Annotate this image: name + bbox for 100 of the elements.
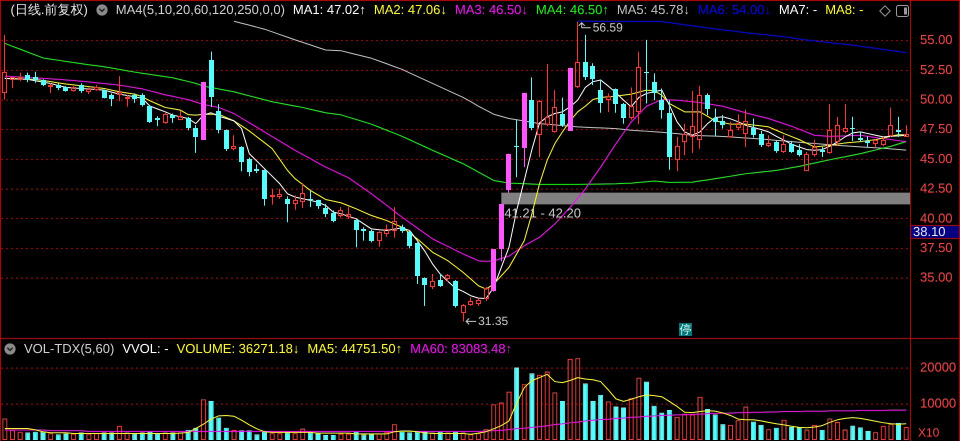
candlestick (613, 88, 618, 114)
candlestick (224, 129, 229, 152)
bar (659, 412, 664, 440)
y-tick-label: 20000 (920, 359, 956, 374)
candlestick (759, 130, 764, 148)
y-axis-title: X10 (918, 425, 940, 440)
candlestick (636, 51, 641, 125)
candlestick (285, 196, 290, 223)
candlestick (346, 206, 351, 220)
bar (644, 382, 649, 440)
candlestick (461, 304, 466, 322)
candlestick (79, 82, 84, 94)
bar (652, 406, 657, 440)
legend-title: MA4(5,10,20,60,120,250,0,0) (116, 2, 285, 17)
candlestick (575, 21, 580, 89)
candlestick (438, 274, 443, 288)
text: MA60: 83083.48↑ (410, 341, 512, 356)
annotation: 56.59 (592, 20, 624, 35)
candlestick (484, 286, 489, 302)
text: MA2: 47.06↓ (374, 2, 447, 17)
candlestick (25, 72, 30, 83)
y-tick-label: 55.00 (920, 32, 953, 48)
candlestick (690, 90, 695, 154)
candlestick (583, 34, 588, 81)
candlestick (743, 108, 748, 148)
candlestick (705, 92, 710, 116)
candlestick (736, 114, 741, 131)
candlestick (361, 226, 366, 242)
candlestick (445, 274, 450, 282)
annotation: VOLUME: 36271.18↓ (176, 341, 300, 356)
candlestick (48, 82, 53, 94)
candlestick (774, 140, 779, 154)
bar (896, 423, 902, 440)
candlestick (850, 116, 855, 142)
annotation: MA8: - (825, 2, 864, 17)
candlestick (598, 80, 603, 114)
candlestick (476, 298, 481, 306)
bar (621, 408, 626, 440)
candlestick (781, 134, 786, 154)
candlestick (109, 92, 114, 107)
candlestick (629, 87, 634, 120)
candlestick (86, 87, 91, 95)
bar (514, 367, 520, 440)
candlestick (835, 116, 840, 146)
candlestick (881, 136, 886, 147)
candlestick (537, 99, 542, 158)
candlestick (812, 139, 817, 157)
y-tick-label: 37.50 (920, 240, 953, 255)
bar (666, 410, 672, 440)
bar (796, 427, 802, 440)
candlestick (873, 140, 878, 148)
candlestick (789, 140, 794, 154)
candlestick (545, 63, 550, 127)
candlestick (170, 113, 175, 124)
series-label: MA6: 54.00↓ (698, 2, 771, 17)
candlestick (10, 77, 15, 89)
candlestick (384, 224, 389, 237)
candlestick (308, 189, 313, 208)
bar (858, 427, 863, 440)
candlestick (178, 110, 183, 120)
bar (750, 422, 756, 440)
text: MA1: 47.02↑ (292, 2, 366, 17)
candlestick (193, 124, 198, 154)
bar (529, 373, 534, 440)
candlestick (239, 146, 244, 172)
candlestick (132, 92, 137, 104)
candlestick (896, 116, 901, 138)
candlestick (2, 34, 7, 100)
candlestick (407, 230, 412, 249)
y-tick-label: 50.00 (920, 92, 953, 107)
bar (582, 383, 588, 440)
annotation: MA7: - (778, 2, 818, 17)
y-tick-label: 10000 (920, 396, 956, 411)
candlestick (468, 296, 473, 306)
bar (865, 430, 871, 440)
candlestick (300, 182, 305, 208)
candlestick (430, 274, 435, 290)
candlestick (323, 203, 328, 218)
text: MA5: 44751.50↑ (307, 341, 402, 356)
candlestick (354, 218, 359, 248)
y-tick-label: 35.00 (920, 270, 953, 285)
candlestick (231, 134, 236, 151)
text: MA4: 46.50↑ (536, 2, 609, 17)
candlestick (270, 188, 275, 205)
bar (720, 424, 726, 440)
candlestick (888, 106, 893, 138)
candlestick (652, 72, 657, 101)
bar (774, 428, 779, 440)
candlestick (140, 92, 145, 107)
bar (224, 428, 229, 440)
bar (560, 401, 565, 440)
bar (705, 408, 710, 440)
y-tick-label: 52.50 (920, 62, 953, 77)
candlestick (369, 229, 374, 243)
bar (789, 427, 794, 440)
candlestick (392, 206, 397, 238)
candlestick (606, 92, 611, 113)
candlestick (797, 144, 802, 157)
candlestick (682, 123, 687, 156)
text: MA5: 45.78↓ (616, 2, 690, 17)
